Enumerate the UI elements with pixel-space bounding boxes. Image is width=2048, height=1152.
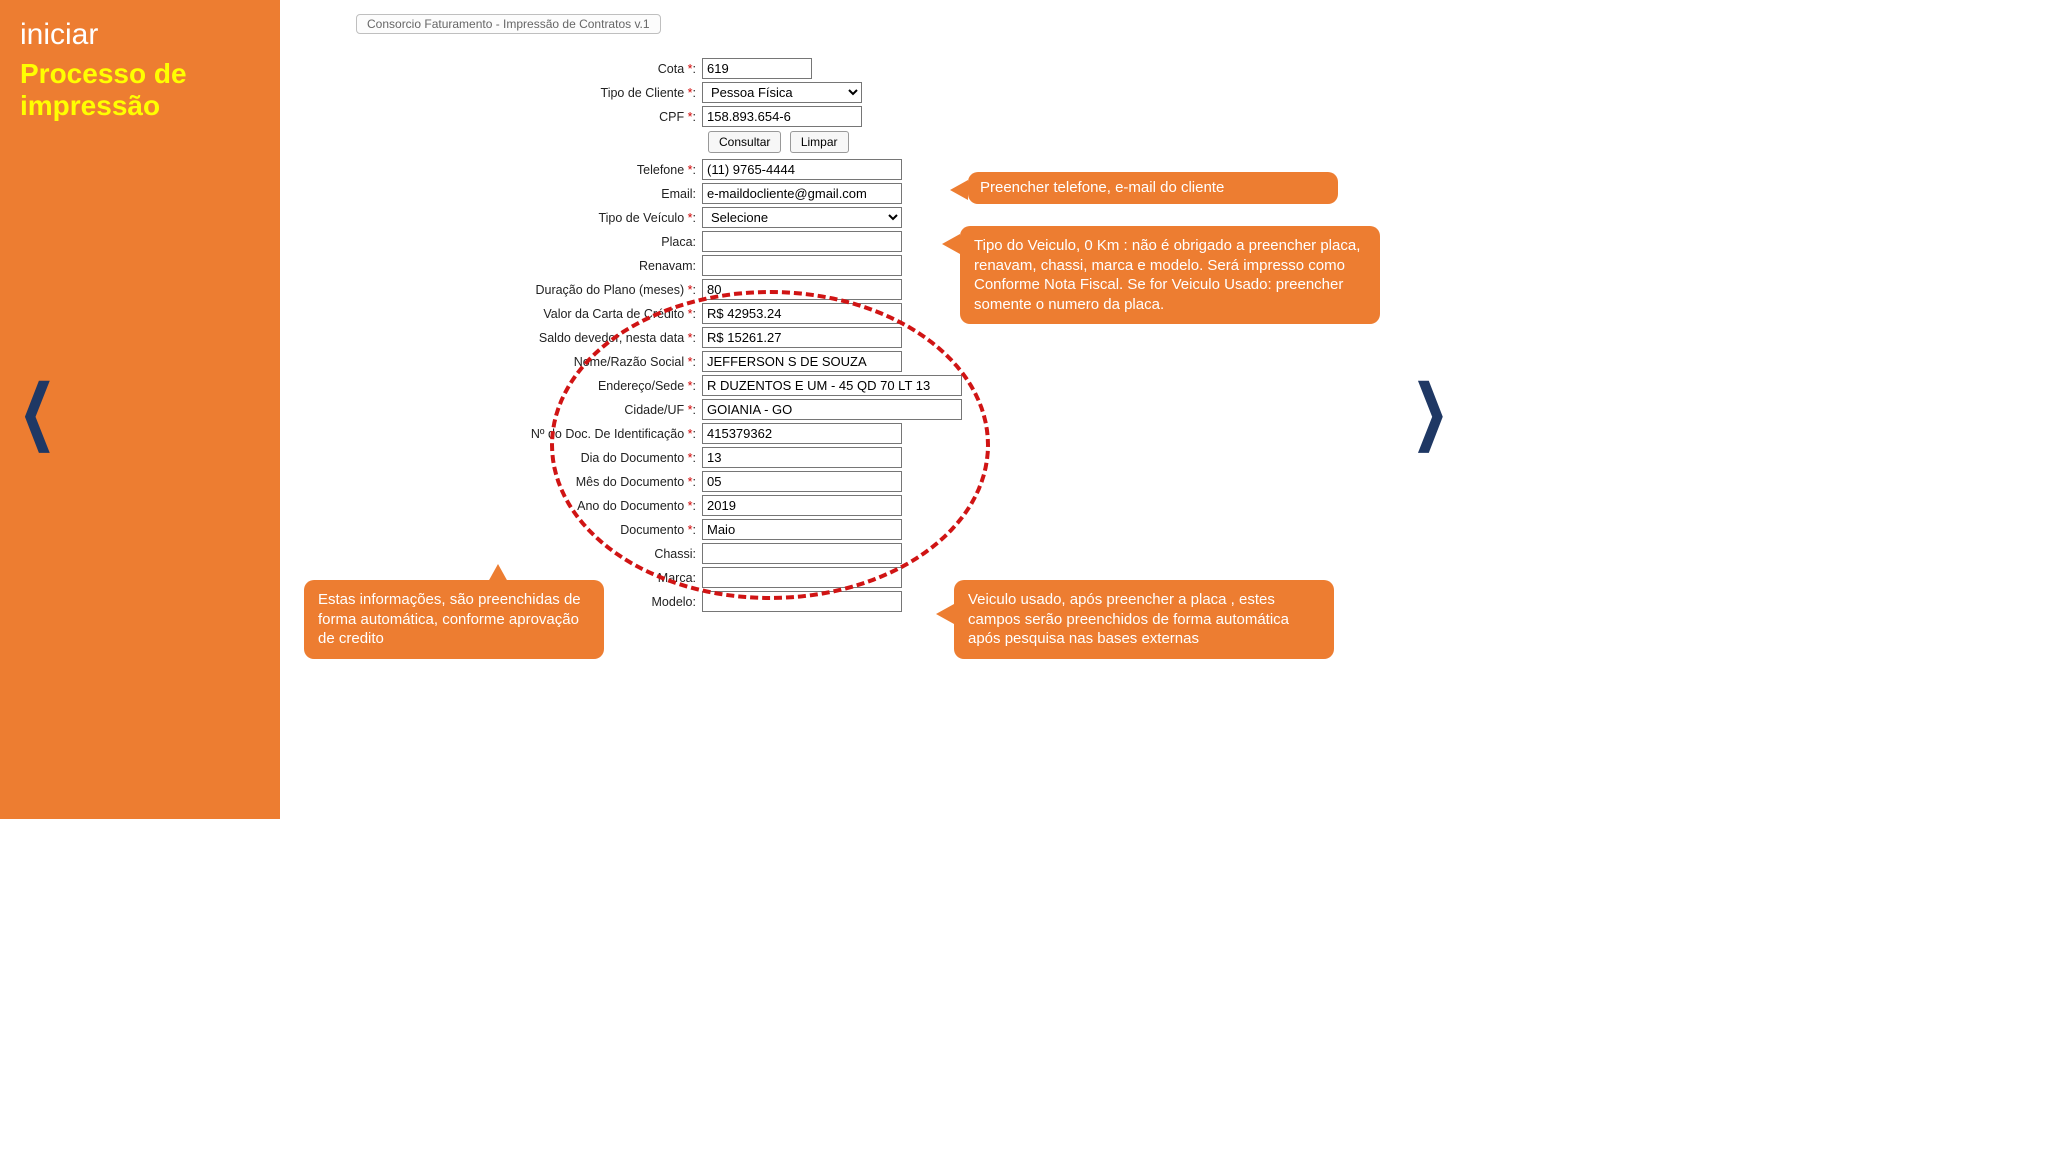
telefone-input[interactable] xyxy=(702,159,902,180)
mes-input[interactable] xyxy=(702,471,902,492)
nome-input[interactable] xyxy=(702,351,902,372)
placa-label: Placa: xyxy=(356,235,702,249)
chassi-input[interactable] xyxy=(702,543,902,564)
documento-input[interactable] xyxy=(702,519,902,540)
dia-label: Dia do Documento *: xyxy=(356,451,702,465)
carta-label: Valor da Carta de Crédito *: xyxy=(356,307,702,321)
endereco-label: Endereço/Sede *: xyxy=(356,379,702,393)
callout-used-vehicle: Veiculo usado, após preencher a placa , … xyxy=(954,580,1334,659)
tipo-cliente-label: Tipo de Cliente *: xyxy=(356,86,702,100)
callout-phone-email: Preencher telefone, e-mail do cliente xyxy=(968,172,1338,204)
chassi-label: Chassi: xyxy=(356,547,702,561)
ano-input[interactable] xyxy=(702,495,902,516)
documento-label: Documento *: xyxy=(356,523,702,537)
tipo-veiculo-select[interactable]: Selecione xyxy=(702,207,902,228)
telefone-label: Telefone *: xyxy=(356,163,702,177)
email-label: Email: xyxy=(356,187,702,201)
mes-label: Mês do Documento *: xyxy=(356,475,702,489)
docid-input[interactable] xyxy=(702,423,902,444)
cota-input[interactable] xyxy=(702,58,812,79)
docid-label: Nº do Doc. De Identificação *: xyxy=(356,427,702,441)
endereco-input[interactable] xyxy=(702,375,962,396)
callout-vehicle-type: Tipo do Veiculo, 0 Km : não é obrigado a… xyxy=(960,226,1380,324)
form-panel: Consorcio Faturamento - Impressão de Con… xyxy=(356,14,1016,615)
limpar-button[interactable]: Limpar xyxy=(790,131,849,153)
ano-label: Ano do Documento *: xyxy=(356,499,702,513)
email-input[interactable] xyxy=(702,183,902,204)
cpf-input[interactable] xyxy=(702,106,862,127)
next-slide-button[interactable]: ❯ xyxy=(1413,370,1448,452)
callout-auto-filled: Estas informações, são preenchidas de fo… xyxy=(304,580,604,659)
sidebar-title-small: iniciar xyxy=(20,18,260,52)
duracao-input[interactable] xyxy=(702,279,902,300)
duracao-label: Duração do Plano (meses) *: xyxy=(356,283,702,297)
tipo-cliente-select[interactable]: Pessoa Física xyxy=(702,82,862,103)
cpf-label: CPF *: xyxy=(356,110,702,124)
prev-slide-button[interactable]: ❮ xyxy=(20,370,55,452)
placa-input[interactable] xyxy=(702,231,902,252)
marca-input[interactable] xyxy=(702,567,902,588)
consultar-button[interactable]: Consultar xyxy=(708,131,781,153)
sidebar-title-big: Processo de impressão xyxy=(20,58,260,122)
cidade-input[interactable] xyxy=(702,399,962,420)
nome-label: Nome/Razão Social *: xyxy=(356,355,702,369)
carta-input[interactable] xyxy=(702,303,902,324)
saldo-input[interactable] xyxy=(702,327,902,348)
cidade-label: Cidade/UF *: xyxy=(356,403,702,417)
tipo-veiculo-label: Tipo de Veículo *: xyxy=(356,211,702,225)
dia-input[interactable] xyxy=(702,447,902,468)
app-title: Consorcio Faturamento - Impressão de Con… xyxy=(356,14,661,34)
cota-label: Cota *: xyxy=(356,62,702,76)
saldo-label: Saldo devedor, nesta data *: xyxy=(356,331,702,345)
renavam-label: Renavam: xyxy=(356,259,702,273)
modelo-input[interactable] xyxy=(702,591,902,612)
renavam-input[interactable] xyxy=(702,255,902,276)
